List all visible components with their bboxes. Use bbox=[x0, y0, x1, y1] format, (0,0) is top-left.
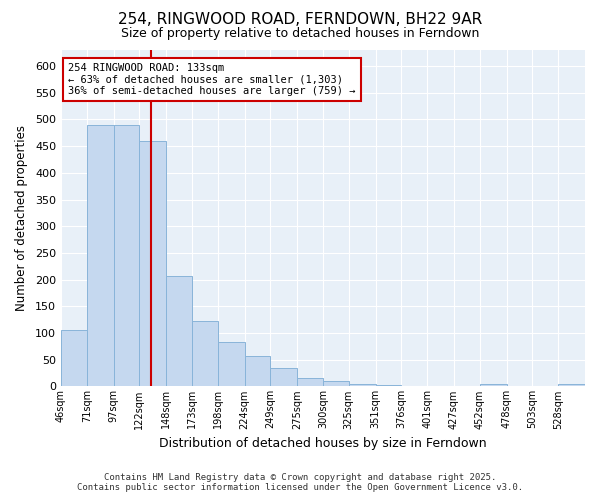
Y-axis label: Number of detached properties: Number of detached properties bbox=[15, 125, 28, 311]
Bar bbox=[218, 342, 245, 386]
X-axis label: Distribution of detached houses by size in Ferndown: Distribution of detached houses by size … bbox=[159, 437, 487, 450]
Text: Size of property relative to detached houses in Ferndown: Size of property relative to detached ho… bbox=[121, 28, 479, 40]
Bar bbox=[297, 378, 323, 386]
Bar bbox=[480, 384, 506, 386]
Bar bbox=[139, 141, 166, 386]
Bar bbox=[271, 368, 297, 386]
Bar bbox=[166, 276, 192, 386]
Bar bbox=[323, 381, 349, 386]
Bar bbox=[558, 384, 585, 386]
Bar bbox=[113, 125, 139, 386]
Bar bbox=[61, 330, 87, 386]
Text: Contains HM Land Registry data © Crown copyright and database right 2025.
Contai: Contains HM Land Registry data © Crown c… bbox=[77, 473, 523, 492]
Text: 254 RINGWOOD ROAD: 133sqm
← 63% of detached houses are smaller (1,303)
36% of se: 254 RINGWOOD ROAD: 133sqm ← 63% of detac… bbox=[68, 63, 356, 96]
Bar bbox=[87, 125, 113, 386]
Bar bbox=[349, 384, 376, 386]
Bar bbox=[192, 321, 218, 386]
Bar bbox=[245, 356, 271, 386]
Text: 254, RINGWOOD ROAD, FERNDOWN, BH22 9AR: 254, RINGWOOD ROAD, FERNDOWN, BH22 9AR bbox=[118, 12, 482, 28]
